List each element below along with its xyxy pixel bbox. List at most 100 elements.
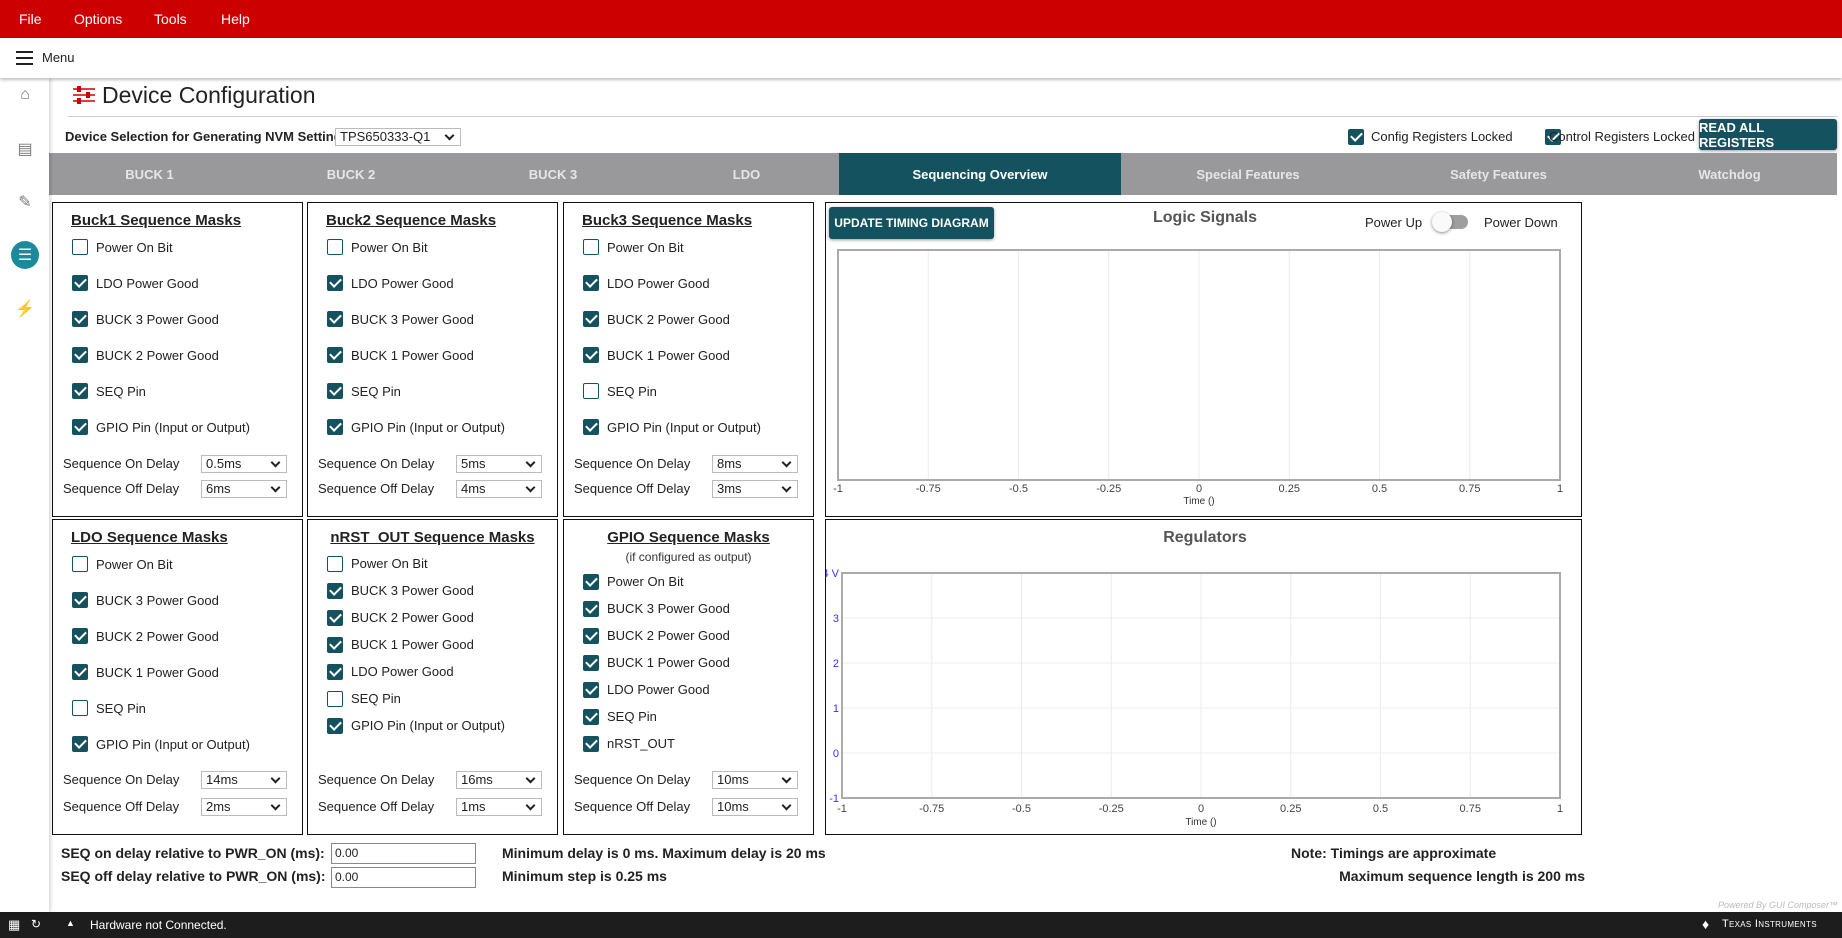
mask-checkbox[interactable] [72,239,88,255]
read-all-registers-button[interactable]: READ ALL REGISTERS [1699,119,1837,150]
mask-option[interactable]: GPIO Pin (Input or Output) [308,712,557,739]
mask-option[interactable]: LDO Power Good [564,676,813,703]
off-delay-select[interactable]: 6ms [201,480,287,498]
mask-option[interactable]: Power On Bit [53,546,302,582]
menu-tools[interactable]: Tools [154,11,187,27]
mask-checkbox[interactable] [327,239,343,255]
off-delay-select[interactable]: 1ms [456,798,542,816]
mask-option[interactable]: GPIO Pin (Input or Output) [564,409,813,445]
tab-buck2[interactable]: BUCK 2 [326,166,376,182]
device-select[interactable]: TPS650333-Q1 [335,128,461,146]
library-icon[interactable]: ▤ [17,141,33,158]
mask-checkbox[interactable] [583,419,599,435]
mask-option[interactable]: GPIO Pin (Input or Output) [53,409,302,445]
update-timing-diagram-button[interactable]: UPDATE TIMING DIAGRAM [829,207,994,239]
mask-checkbox[interactable] [327,690,343,707]
off-delay-select[interactable]: 10ms [712,798,798,816]
mask-checkbox[interactable] [327,383,343,399]
mask-checkbox[interactable] [72,419,88,435]
mask-option[interactable]: LDO Power Good [308,265,557,301]
tab-watchdog[interactable]: Watchdog [1698,166,1761,182]
menu-options[interactable]: Options [74,11,123,27]
off-delay-select[interactable]: 3ms [712,480,798,498]
mask-option[interactable]: Power On Bit [564,568,813,595]
mask-option[interactable]: BUCK 2 Power Good [53,618,302,654]
mask-checkbox[interactable] [583,708,599,725]
mask-option[interactable]: Power On Bit [53,229,302,265]
control-locked-checkbox[interactable] [1544,128,1561,145]
mask-checkbox[interactable] [72,275,88,291]
mask-option[interactable]: SEQ Pin [564,373,813,409]
mask-option[interactable]: BUCK 2 Power Good [308,604,557,631]
on-delay-select[interactable]: 5ms [456,455,542,473]
tab-buck3[interactable]: BUCK 3 [528,166,578,182]
on-delay-select[interactable]: 16ms [456,771,542,789]
mask-option[interactable]: BUCK 2 Power Good [564,622,813,649]
off-delay-select[interactable]: 4ms [456,480,542,498]
tab-safety-features[interactable]: Safety Features [1450,166,1547,182]
refresh-icon[interactable]: ↻ [31,917,42,931]
config-locked-checkbox[interactable] [1348,128,1364,145]
mask-checkbox[interactable] [327,347,343,363]
mask-checkbox[interactable] [583,573,599,590]
tab-special-features[interactable]: Special Features [1196,166,1300,182]
mask-option[interactable]: BUCK 2 Power Good [564,301,813,337]
mask-checkbox[interactable] [327,582,343,599]
mask-checkbox[interactable] [583,275,599,291]
mask-option[interactable]: GPIO Pin (Input or Output) [308,409,557,445]
caret-up-icon[interactable]: ▲ [66,918,75,928]
power-toggle[interactable] [1432,212,1468,232]
mask-option[interactable]: LDO Power Good [564,265,813,301]
tab-buck1[interactable]: BUCK 1 [125,166,174,182]
home-icon[interactable]: ⌂ [20,86,30,103]
menu-file[interactable]: File [19,11,42,27]
mask-checkbox[interactable] [72,736,88,752]
mask-option[interactable]: BUCK 2 Power Good [53,337,302,373]
mask-option[interactable]: SEQ Pin [53,690,302,726]
pencil-icon[interactable]: ✎ [18,194,32,211]
mask-checkbox[interactable] [72,311,88,327]
mask-option[interactable]: BUCK 1 Power Good [308,631,557,658]
mask-option[interactable]: SEQ Pin [53,373,302,409]
on-delay-select[interactable]: 0.5ms [201,455,287,473]
mask-checkbox[interactable] [583,600,599,617]
mask-option[interactable]: BUCK 3 Power Good [53,582,302,618]
mask-option[interactable]: SEQ Pin [308,373,557,409]
on-delay-select[interactable]: 14ms [201,771,287,789]
mask-checkbox[interactable] [583,311,599,327]
hamburger-icon[interactable] [16,51,33,65]
tab-ldo[interactable]: LDO [732,166,761,182]
mask-checkbox[interactable] [583,654,599,671]
mask-option[interactable]: BUCK 1 Power Good [564,337,813,373]
mask-checkbox[interactable] [327,275,343,291]
mask-option[interactable]: BUCK 1 Power Good [564,649,813,676]
mask-option[interactable]: BUCK 3 Power Good [53,301,302,337]
mask-option[interactable]: SEQ Pin [308,685,557,712]
mask-option[interactable]: BUCK 3 Power Good [564,595,813,622]
mask-checkbox[interactable] [72,700,88,716]
off-delay-select[interactable]: 2ms [201,798,287,816]
mask-checkbox[interactable] [327,419,343,435]
mask-checkbox[interactable] [327,555,343,572]
mask-checkbox[interactable] [72,347,88,363]
mask-option[interactable]: nRST_OUT [564,730,813,757]
seq-on-input[interactable]: 0.00 [331,843,476,864]
menu-label[interactable]: Menu [42,50,75,65]
mask-checkbox[interactable] [72,592,88,608]
mask-checkbox[interactable] [327,311,343,327]
flash-icon[interactable]: ⚡ [15,301,35,318]
mask-option[interactable]: LDO Power Good [308,658,557,685]
mask-checkbox[interactable] [583,383,599,399]
mask-checkbox[interactable] [72,556,88,572]
mask-option[interactable]: BUCK 3 Power Good [308,301,557,337]
mask-checkbox[interactable] [327,609,343,626]
on-delay-select[interactable]: 10ms [712,771,798,789]
mask-checkbox[interactable] [583,239,599,255]
mask-option[interactable]: Power On Bit [308,229,557,265]
menu-help[interactable]: Help [221,11,250,27]
tab-sequencing-overview[interactable]: Sequencing Overview [839,153,1121,195]
sliders-icon[interactable]: ☰ [11,241,39,269]
on-delay-select[interactable]: 8ms [712,455,798,473]
mask-option[interactable]: Power On Bit [308,550,557,577]
mask-checkbox[interactable] [72,383,88,399]
